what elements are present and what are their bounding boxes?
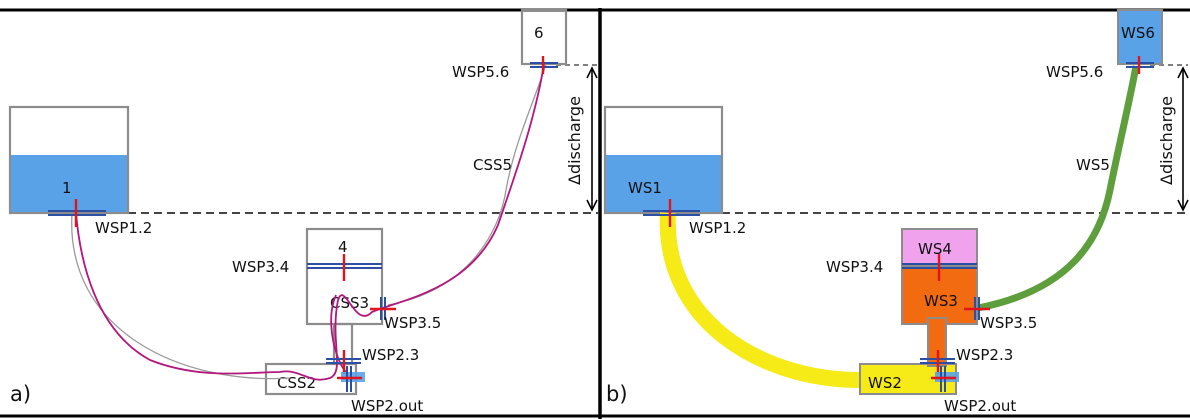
discharge-arrow-a: [586, 66, 598, 212]
ws5-label: WS5: [1076, 156, 1110, 174]
wsp34-label-a: WSP3.4: [232, 258, 289, 276]
tank6-label: 6: [534, 24, 544, 42]
wsp12-label-a: WSP1.2: [95, 219, 152, 237]
panel-b: WS1 WS2 WS4 WS3 WS5 WS6 WSP1.2 WSP3.4: [603, 9, 1189, 415]
wsp12-marker-a: [48, 199, 106, 227]
wsp56-label-b: WSP5.6: [1046, 63, 1103, 81]
tank1-water: [10, 155, 128, 213]
wsp35-label-a: WSP3.5: [384, 314, 441, 332]
tank6-box: [520, 8, 568, 66]
wsp23-marker-a: [326, 350, 361, 374]
panel-a-label: a): [10, 382, 31, 406]
wsp2out-label-a: WSP2.out: [351, 397, 423, 415]
css2-label: CSS2: [277, 374, 316, 392]
wsp23-marker-b: [920, 350, 955, 374]
discharge-label-b: Δdischarge: [1157, 96, 1176, 185]
wsp23-label-b: WSP2.3: [956, 346, 1013, 364]
wsp12-label-b: WSP1.2: [689, 219, 746, 237]
tank4-label: 4: [338, 238, 348, 256]
wsp2out-marker-b: [931, 366, 959, 392]
wsp34-marker-b: [902, 254, 977, 281]
ws1-water: [605, 155, 722, 213]
pipe-outline-1-2: [71, 212, 291, 380]
wsp56-label-a: WSP5.6: [452, 63, 509, 81]
discharge-label-a: Δdischarge: [565, 96, 584, 185]
tank1-label: 1: [62, 179, 72, 197]
css-flow-path: [75, 63, 545, 381]
css-flow-path-branch: [330, 294, 347, 373]
ws5-pipe: [977, 65, 1140, 312]
wsp56-marker-a: [530, 56, 558, 74]
wsp56-marker-b: [1126, 56, 1154, 74]
wsp34-label-b: WSP3.4: [826, 258, 883, 276]
ws2-label: WS2: [868, 374, 902, 392]
panel-b-label: b): [606, 382, 628, 406]
ws2-pipe: [659, 212, 861, 388]
wsp2out-label-b: WSP2.out: [944, 397, 1016, 415]
tank1-box: [8, 105, 130, 215]
ws3-label: WS3: [924, 292, 958, 310]
css5-label: CSS5: [473, 156, 512, 174]
wsp2out-marker-a: [337, 366, 365, 392]
wsp12-marker-b: [643, 199, 700, 227]
ws6-box: [1117, 9, 1163, 65]
wsp35-label-b: WSP3.5: [980, 314, 1037, 332]
wsp34-marker-a: [307, 254, 382, 281]
ws1-label: WS1: [628, 179, 662, 197]
wsp23-label-a: WSP2.3: [362, 346, 419, 364]
ws4-label: WS4: [918, 240, 952, 258]
pipe-outline-3-6: [387, 63, 547, 306]
ws6-label: WS6: [1121, 24, 1155, 42]
discharge-arrow-b: [1177, 66, 1189, 212]
panel-a: 1 4 CSS3 CSS2 6 CSS5 WSP1.2 WSP3.: [8, 8, 598, 415]
wsp35-marker-b: [964, 297, 990, 320]
wsp35-marker-a: [370, 297, 396, 320]
